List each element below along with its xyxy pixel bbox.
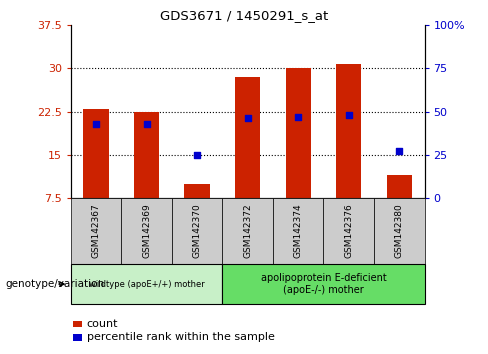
Text: GSM142369: GSM142369 [142,204,151,258]
Text: GSM142367: GSM142367 [92,204,101,258]
Point [92,121,100,126]
Point [395,149,403,154]
Bar [83,109,109,198]
Text: wildtype (apoE+/+) mother: wildtype (apoE+/+) mother [89,280,204,289]
Bar [336,63,362,198]
Text: apolipoprotein E-deficient
(apoE-/-) mother: apolipoprotein E-deficient (apoE-/-) mot… [261,273,386,295]
Text: count: count [87,319,119,329]
Point [345,112,353,118]
Bar [134,112,159,198]
Bar [235,77,260,198]
Bar [184,184,210,198]
Point [193,152,201,158]
Bar [386,175,412,198]
Point [294,114,302,120]
Text: genotype/variation: genotype/variation [5,279,104,289]
Text: GSM142372: GSM142372 [243,204,252,258]
Text: GDS3671 / 1450291_s_at: GDS3671 / 1450291_s_at [160,9,328,22]
Text: GSM142370: GSM142370 [193,204,202,258]
Point [244,116,252,121]
Text: GSM142374: GSM142374 [294,204,303,258]
Text: GSM142376: GSM142376 [344,204,353,258]
Bar [285,68,311,198]
Text: GSM142380: GSM142380 [395,204,404,258]
Text: percentile rank within the sample: percentile rank within the sample [87,332,275,342]
Point [142,121,150,126]
